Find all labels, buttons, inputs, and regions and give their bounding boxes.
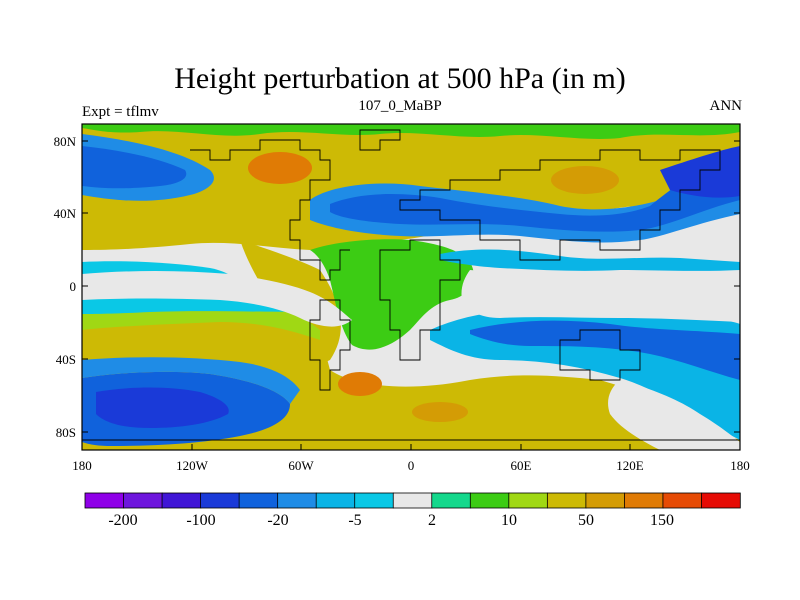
x-tick-0: 0: [408, 458, 415, 473]
colorbar-label: 50: [578, 512, 594, 529]
field-deepblue-eurasia: [330, 162, 740, 232]
field-darkblue-spacific: [96, 387, 229, 428]
colorbar-swatch: [585, 492, 626, 509]
colorbar-swatch: [624, 492, 664, 509]
colorbar-label: 150: [650, 512, 674, 529]
field-neutral-tropics: [82, 271, 352, 327]
y-tick-80n: 80N: [54, 134, 77, 149]
field-orange-spot-4: [412, 402, 468, 422]
colorbar-swatch: [392, 492, 433, 509]
field-neutral-indopacific: [461, 270, 740, 322]
field-orange-spot-2: [338, 372, 382, 396]
colorbar: [84, 492, 741, 509]
x-tick-60e: 60E: [511, 458, 532, 473]
colorbar-swatch: [161, 492, 202, 509]
x-tick-60w: 60W: [288, 458, 314, 473]
x-tick-120e: 120E: [616, 458, 644, 473]
y-tick-40s: 40S: [56, 352, 76, 367]
coastline-africa: [379, 239, 461, 361]
field-orange-spot-1: [248, 152, 312, 184]
x-tick-120w: 120W: [176, 458, 209, 473]
colorbar-label: 10: [501, 512, 517, 529]
field-deepblue-npacific: [82, 146, 187, 189]
colorbar-label: -100: [186, 512, 215, 529]
field-lime-south: [82, 305, 320, 340]
axis-ticks: [81, 140, 741, 450]
coastline-south-america: [309, 299, 351, 391]
x-tick-180e: 180: [730, 458, 750, 473]
coastline-north-america: [190, 139, 350, 281]
colorbar-swatch: [354, 492, 394, 509]
colorbar-swatch: [431, 492, 471, 509]
colorbar-label: -20: [267, 512, 288, 529]
colorbar-swatch: [662, 492, 703, 509]
colorbar-swatch: [546, 492, 587, 509]
colorbar-swatch: [315, 492, 356, 509]
colorbar-swatch: [200, 492, 240, 509]
coastlines: [82, 129, 740, 441]
experiment-label: Expt = tflmv: [82, 104, 159, 120]
colorbar-labels: -200 -100 -20 -5 2 10 50 150: [108, 512, 674, 529]
map-title: Height perturbation at 500 hPa (in m): [174, 62, 626, 95]
field-neutral-antarctic: [608, 380, 740, 450]
y-tick-80s: 80S: [56, 425, 76, 440]
colorbar-swatch: [238, 492, 279, 509]
season-label: ANN: [709, 98, 743, 114]
coastline-eurasia: [399, 149, 721, 261]
colorbar-swatch: [469, 492, 510, 509]
colorbar-swatch: [123, 492, 163, 509]
colorbar-swatch: [84, 492, 125, 509]
coastline-australia: [559, 329, 641, 381]
map-subtitle: 107_0_MaBP: [358, 98, 442, 114]
y-tick-40n: 40N: [54, 206, 77, 221]
colorbar-label: -200: [108, 512, 137, 529]
contour-field: [82, 124, 740, 450]
field-blue-southern: [470, 320, 740, 380]
colorbar-label: -5: [348, 512, 361, 529]
coastline-greenland: [359, 129, 401, 151]
colorbar-swatch: [277, 492, 317, 509]
field-green-tropics: [310, 239, 474, 350]
colorbar-swatch: [508, 492, 549, 509]
field-lightblue-spacific: [82, 357, 300, 404]
field-orange-spot-3: [551, 166, 619, 194]
colorbar-label: 2: [428, 512, 436, 529]
colorbar-swatch: [701, 492, 741, 509]
y-tick-0: 0: [70, 279, 77, 294]
x-tick-180w: 180: [72, 458, 92, 473]
field-cyan-tropics-north: [440, 249, 740, 271]
field-green-north: [82, 124, 740, 139]
